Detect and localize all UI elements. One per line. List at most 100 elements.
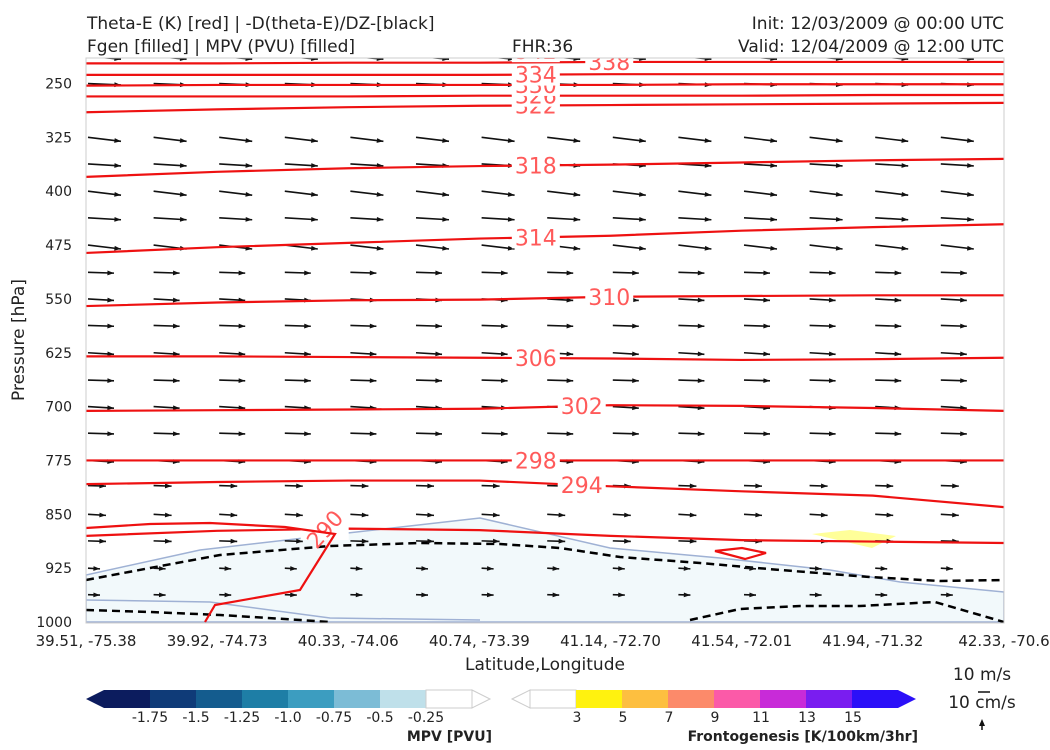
wind-vector-head [421,566,428,571]
wind-vector-head [114,138,121,143]
wind-vector [612,431,639,437]
wind-vector [284,136,318,143]
wind-vector-head [638,138,646,143]
wind-vector [350,270,377,276]
wind-vector [547,592,560,598]
wind-vector-head [632,323,639,329]
wind-vector [940,323,967,329]
x-tick-label: 39.51, -75.38 [36,632,137,650]
wind-vector-head [304,431,311,437]
wind-vector-head [755,483,762,489]
wind-vector-head [894,351,902,357]
wind-vector [612,270,639,276]
wind-vector-head [704,191,712,197]
wind-vector-head [435,270,442,276]
wind-vector [284,323,311,329]
wind-vector [219,378,246,384]
wind-vector [809,297,836,303]
wind-vector-head [886,512,894,518]
fgen-colorbar-tick: 3 [573,710,582,726]
wind-vector [153,431,180,437]
wind-vector [219,216,253,222]
wind-vector [415,351,443,357]
fgen-colorbar-tick: 7 [665,710,674,726]
wind-vector [612,378,639,384]
wind-vector [153,483,172,489]
wind-vector-head [566,431,574,437]
wind-vector [350,244,384,251]
wind-vector [350,431,377,437]
wind-vector [612,244,646,251]
wind-vector [219,566,232,571]
wind-vector-head [966,191,974,197]
wind-vector-head [107,378,114,384]
y-tick-label: 850 [45,507,72,523]
wind-vector [219,163,253,168]
wind-vector-head [486,566,494,571]
wind-vector [875,244,909,251]
wind-vector [284,216,318,222]
x-tick-label: 40.74, -73.39 [429,632,530,650]
wind-vector-head [507,216,515,222]
wind-vector-head [704,216,712,222]
wind-vector [481,592,494,598]
contour-label-background [585,58,634,73]
wind-vector-head [164,483,172,489]
wind-vector-head [179,163,187,168]
wind-vector-head [960,431,967,437]
wind-vector-head [573,138,581,143]
wind-vector-head [966,138,974,143]
wind-vector [678,297,705,303]
wind-vector-head [296,483,303,489]
contour-label-background [511,449,560,472]
wind-vector [350,566,363,571]
wind-vector-head [107,405,114,411]
wind-vector-head [492,538,500,544]
theta-e-contour-label: 314 [515,226,557,251]
wind-vector-head [624,512,631,518]
wind-vector-head [894,297,902,303]
wind-vector-head [552,566,560,571]
wind-vector-head [492,512,500,518]
wind-vector [558,58,581,61]
wind-vector-head [566,323,574,329]
wind-vector [820,58,843,61]
wind-vector-head [901,163,909,168]
wind-vector [547,512,566,518]
wind-vector [875,592,888,598]
fgen-colorbar-segment [806,690,852,708]
contour-label-background [511,154,560,177]
wind-vector [547,136,581,143]
wind-vector-head [894,323,902,329]
theta-e-contour-label: 338 [588,51,630,76]
wind-vector [875,297,902,303]
wind-vector-head [492,483,500,489]
wind-vector-head [500,323,508,329]
wind-vector-head [304,351,311,357]
wind-vector-head [960,351,967,357]
wind-vector [87,378,115,384]
wind-vector-head [552,592,560,598]
wind-vector-head [369,378,377,384]
wind-vector-head [697,323,705,329]
wind-vector-head [880,566,888,571]
y-tick-label: 1000 [36,615,72,631]
wind-vector-head [114,245,121,251]
wind-vector [284,566,297,571]
wind-vector [809,566,822,571]
x-tick-label: 41.94, -71.32 [822,632,923,650]
frontogenesis-shaded-region [812,530,896,548]
wind-vector [219,190,253,197]
wind-vector [153,270,180,276]
wind-vector-head [310,245,318,251]
wind-vector [219,351,246,357]
theta-e-contour-label: 298 [515,449,557,474]
fgen-colorbar-tick: 9 [711,710,720,726]
fgen-colorbar-segment [622,690,668,708]
wind-vector-head [179,216,187,222]
wind-vector-head [435,431,442,437]
wind-vector [284,163,318,168]
wind-vector-head [755,512,762,518]
wind-vector-head [442,138,449,143]
wind-vector-head [632,297,639,303]
